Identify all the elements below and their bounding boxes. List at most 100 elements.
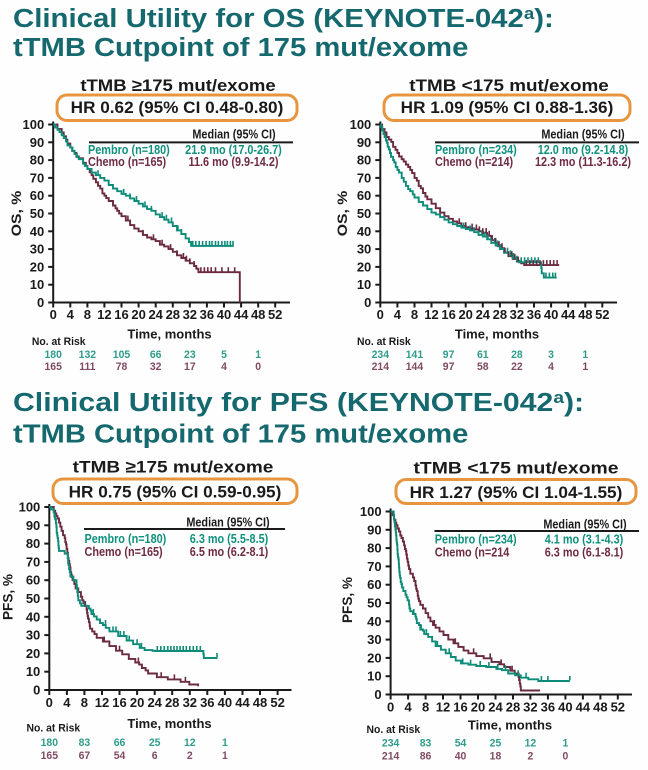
svg-text:54: 54 — [455, 737, 467, 749]
svg-text:Chemo (n=214): Chemo (n=214) — [435, 155, 513, 169]
svg-text:tTMB Cutpoint of 175 mut/exome: tTMB Cutpoint of 175 mut/exome — [13, 32, 468, 61]
svg-text:144: 144 — [406, 361, 423, 373]
svg-text:20: 20 — [30, 259, 44, 274]
svg-text:90: 90 — [367, 522, 381, 537]
svg-text:0: 0 — [50, 307, 57, 322]
svg-text:8: 8 — [411, 307, 418, 322]
svg-text:30: 30 — [367, 632, 381, 647]
svg-text:12: 12 — [184, 737, 196, 749]
svg-text:70: 70 — [30, 170, 44, 185]
svg-text:Median (95% CI): Median (95% CI) — [186, 516, 269, 530]
svg-text:32: 32 — [183, 307, 197, 322]
svg-text:4: 4 — [67, 307, 75, 322]
svg-text:234: 234 — [382, 737, 399, 749]
svg-text:6.3 mo (5.5-8.5): 6.3 mo (5.5-8.5) — [190, 532, 269, 546]
svg-text:180: 180 — [44, 349, 61, 361]
svg-text:28: 28 — [166, 307, 180, 322]
svg-text:80: 80 — [26, 536, 40, 551]
svg-text:Time, months: Time, months — [127, 716, 211, 731]
svg-text:HR 0.75 (95% CI 0.59-0.95): HR 0.75 (95% CI 0.59-0.95) — [69, 483, 282, 502]
svg-text:36: 36 — [200, 695, 214, 710]
svg-text:28: 28 — [165, 695, 179, 710]
svg-text:141: 141 — [406, 349, 423, 361]
svg-text:52: 52 — [268, 307, 282, 322]
svg-text:132: 132 — [79, 349, 96, 361]
svg-text:20: 20 — [131, 307, 145, 322]
svg-text:Chemo (n=165): Chemo (n=165) — [88, 155, 166, 169]
svg-text:44: 44 — [561, 307, 576, 322]
svg-text:Median (95% CI): Median (95% CI) — [192, 128, 275, 142]
svg-text:21.9 mo (17.0-26.7): 21.9 mo (17.0-26.7) — [185, 143, 282, 157]
svg-text:0: 0 — [387, 700, 394, 715]
svg-text:16: 16 — [441, 307, 455, 322]
svg-text:Time, months: Time, months — [455, 327, 539, 342]
svg-text:tTMB Cutpoint of 175 mut/exome: tTMB Cutpoint of 175 mut/exome — [13, 419, 468, 448]
svg-text:165: 165 — [44, 361, 61, 373]
svg-text:70: 70 — [357, 170, 371, 185]
svg-text:Median (95% CI): Median (95% CI) — [541, 128, 624, 142]
svg-text:52: 52 — [611, 700, 625, 715]
svg-text:10: 10 — [357, 277, 371, 292]
svg-text:tTMB ≥175 mut/exome: tTMB ≥175 mut/exome — [73, 457, 274, 476]
svg-text:80: 80 — [30, 153, 44, 168]
svg-text:2: 2 — [187, 750, 193, 762]
svg-text:12.0 mo (9.2-14.8): 12.0 mo (9.2-14.8) — [538, 143, 629, 157]
svg-text:32: 32 — [183, 695, 197, 710]
svg-text:28: 28 — [506, 700, 520, 715]
svg-text:No. at Risk: No. at Risk — [367, 724, 422, 736]
svg-text:12: 12 — [95, 695, 109, 710]
svg-text:97: 97 — [443, 361, 455, 373]
svg-text:40: 40 — [26, 609, 40, 624]
svg-text:83: 83 — [79, 737, 91, 749]
svg-text:1: 1 — [222, 750, 228, 762]
svg-text:1: 1 — [582, 349, 588, 361]
svg-text:16: 16 — [453, 700, 467, 715]
svg-text:4: 4 — [394, 307, 402, 322]
svg-text:6.5 mo (6.2-8.1): 6.5 mo (6.2-8.1) — [190, 545, 269, 559]
svg-text:58: 58 — [477, 361, 489, 373]
svg-text:90: 90 — [357, 135, 371, 150]
svg-text:Pembro (n=234): Pembro (n=234) — [435, 143, 517, 157]
svg-text:214: 214 — [372, 361, 389, 373]
svg-text:5: 5 — [221, 349, 227, 361]
svg-text:66: 66 — [150, 349, 162, 361]
svg-text:0: 0 — [33, 683, 40, 698]
svg-text:24: 24 — [476, 307, 491, 322]
svg-text:48: 48 — [578, 307, 592, 322]
svg-text:1: 1 — [222, 737, 228, 749]
svg-text:20: 20 — [367, 650, 381, 665]
svg-text:25: 25 — [149, 737, 161, 749]
svg-text:4: 4 — [548, 361, 554, 373]
svg-text:54: 54 — [114, 750, 126, 762]
svg-text:44: 44 — [234, 307, 249, 322]
svg-text:20: 20 — [357, 259, 371, 274]
svg-text:8: 8 — [81, 695, 88, 710]
svg-text:12: 12 — [424, 307, 438, 322]
svg-text:23: 23 — [184, 349, 196, 361]
svg-text:4: 4 — [404, 700, 412, 715]
svg-text:48: 48 — [593, 700, 607, 715]
svg-text:16: 16 — [112, 695, 126, 710]
svg-text:90: 90 — [30, 135, 44, 150]
svg-text:60: 60 — [30, 188, 44, 203]
svg-text:28: 28 — [493, 307, 507, 322]
svg-text:2: 2 — [528, 750, 534, 762]
svg-text:30: 30 — [357, 242, 371, 257]
svg-text:0: 0 — [255, 361, 261, 373]
svg-text:HR 1.27 (95% CI 1.04-1.55): HR 1.27 (95% CI 1.04-1.55) — [410, 483, 623, 502]
svg-text:20: 20 — [458, 307, 472, 322]
svg-text:50: 50 — [30, 206, 44, 221]
svg-text:OS, %: OS, % — [8, 190, 24, 236]
svg-text:32: 32 — [150, 361, 162, 373]
svg-text:50: 50 — [26, 591, 40, 606]
svg-text:10: 10 — [30, 277, 44, 292]
svg-text:40: 40 — [217, 307, 231, 322]
svg-text:0: 0 — [37, 295, 44, 310]
svg-text:PFS, %: PFS, % — [0, 573, 16, 620]
svg-text:32: 32 — [510, 307, 524, 322]
svg-text:12: 12 — [97, 307, 111, 322]
svg-text:Time, months: Time, months — [127, 327, 211, 342]
svg-text:60: 60 — [357, 188, 371, 203]
svg-text:83: 83 — [420, 737, 432, 749]
svg-text:Pembro (n=234): Pembro (n=234) — [435, 533, 517, 547]
